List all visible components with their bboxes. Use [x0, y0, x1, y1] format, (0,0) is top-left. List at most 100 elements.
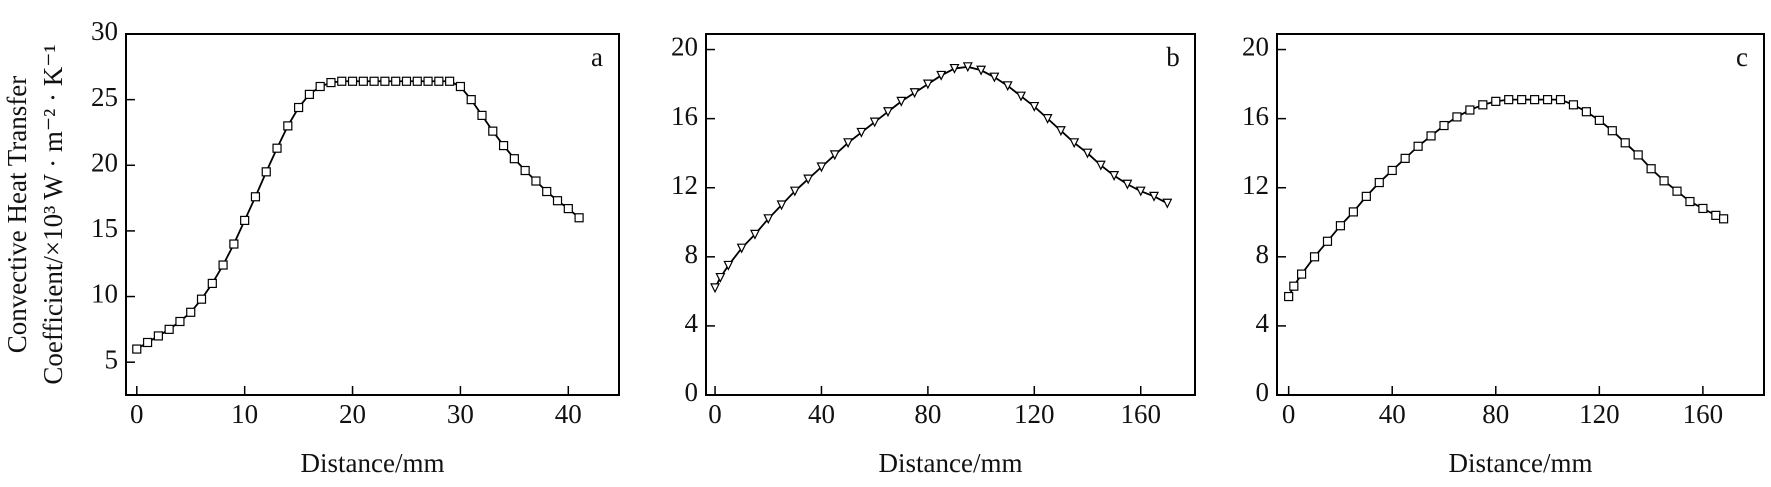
marker [358, 76, 368, 86]
marker [294, 102, 304, 113]
marker [896, 96, 907, 107]
y-tick-label: 16 [1242, 101, 1269, 131]
marker [283, 121, 293, 131]
marker [949, 63, 960, 74]
marker [315, 81, 325, 92]
marker [326, 77, 336, 88]
x-tick-label: 80 [914, 399, 941, 429]
marker [391, 76, 401, 86]
marker [552, 196, 563, 206]
x-tick-label: 80 [1482, 399, 1509, 429]
marker [1069, 138, 1080, 149]
marker [488, 126, 498, 136]
marker [1374, 177, 1384, 188]
marker [976, 65, 987, 76]
marker [1555, 95, 1566, 105]
marker [380, 76, 390, 86]
marker [1452, 112, 1462, 122]
marker [164, 324, 174, 334]
marker [749, 229, 760, 240]
marker [1607, 126, 1617, 136]
x-tick-label: 0 [708, 399, 722, 429]
marker [1439, 120, 1449, 131]
y-tick-label: 15 [91, 213, 118, 243]
marker [1296, 269, 1307, 279]
marker [1055, 126, 1066, 137]
x-tick-label: 0 [130, 399, 144, 429]
marker [1309, 252, 1320, 262]
data-line [136, 80, 580, 350]
marker [423, 76, 433, 86]
x-tick-label: 40 [808, 399, 835, 429]
marker [736, 243, 747, 254]
marker [142, 337, 153, 348]
marker [1387, 165, 1397, 176]
marker [1426, 131, 1436, 141]
plot-frame [1276, 33, 1765, 396]
marker [869, 117, 880, 128]
y-tick-label: 0 [1256, 377, 1270, 407]
x-tick-label: 0 [1282, 399, 1296, 429]
marker [1719, 214, 1729, 224]
x-axis-label: Distance/mm [301, 448, 445, 478]
marker [401, 76, 412, 86]
marker [1082, 148, 1093, 159]
marker [1284, 291, 1294, 302]
y-axis-label: Coefficient/×10³ W · m⁻² · K⁻¹ [38, 44, 68, 384]
marker [843, 138, 854, 149]
marker [856, 127, 867, 138]
x-tick-label: 120 [1579, 399, 1620, 429]
marker [240, 215, 250, 226]
marker [1122, 179, 1133, 190]
marker [1620, 138, 1630, 148]
marker [445, 76, 455, 86]
marker [531, 176, 541, 186]
marker [1685, 196, 1695, 207]
marker [542, 186, 552, 197]
marker [1095, 160, 1106, 171]
y-tick-label: 16 [671, 101, 698, 131]
marker [347, 76, 358, 86]
data-line [1287, 98, 1724, 297]
marker [1672, 186, 1682, 196]
marker [1002, 81, 1013, 92]
panel-label: c [1736, 42, 1748, 72]
marker [1646, 164, 1656, 174]
y-tick-label: 0 [685, 377, 699, 407]
y-tick-label: 20 [671, 32, 698, 62]
marker [1478, 100, 1488, 110]
x-tick-label: 20 [339, 399, 366, 429]
marker [1581, 107, 1591, 117]
marker [1659, 176, 1669, 186]
marker [1413, 141, 1423, 151]
marker [829, 150, 840, 161]
marker [763, 214, 774, 225]
marker [563, 203, 573, 214]
marker [1465, 105, 1475, 115]
marker [369, 76, 379, 86]
marker [1335, 221, 1346, 231]
marker [261, 167, 271, 177]
marker [803, 174, 814, 185]
marker [909, 88, 920, 99]
marker [1135, 186, 1146, 197]
marker [1042, 114, 1053, 124]
y-tick-label: 4 [1256, 308, 1270, 338]
y-axis-label: Convective Heat Transfer [2, 76, 32, 353]
marker [1517, 95, 1527, 105]
marker [1504, 95, 1514, 105]
x-axis-label: Distance/mm [1449, 448, 1593, 478]
marker [186, 307, 196, 317]
marker [816, 162, 827, 173]
data-line [714, 65, 1168, 289]
y-tick-label: 12 [671, 170, 698, 200]
marker [153, 331, 163, 341]
marker [723, 260, 734, 271]
x-tick-label: 160 [1120, 399, 1161, 429]
marker [1162, 198, 1173, 209]
marker [1361, 191, 1371, 201]
marker [196, 294, 207, 304]
marker [520, 165, 530, 176]
y-tick-label: 25 [91, 82, 118, 112]
